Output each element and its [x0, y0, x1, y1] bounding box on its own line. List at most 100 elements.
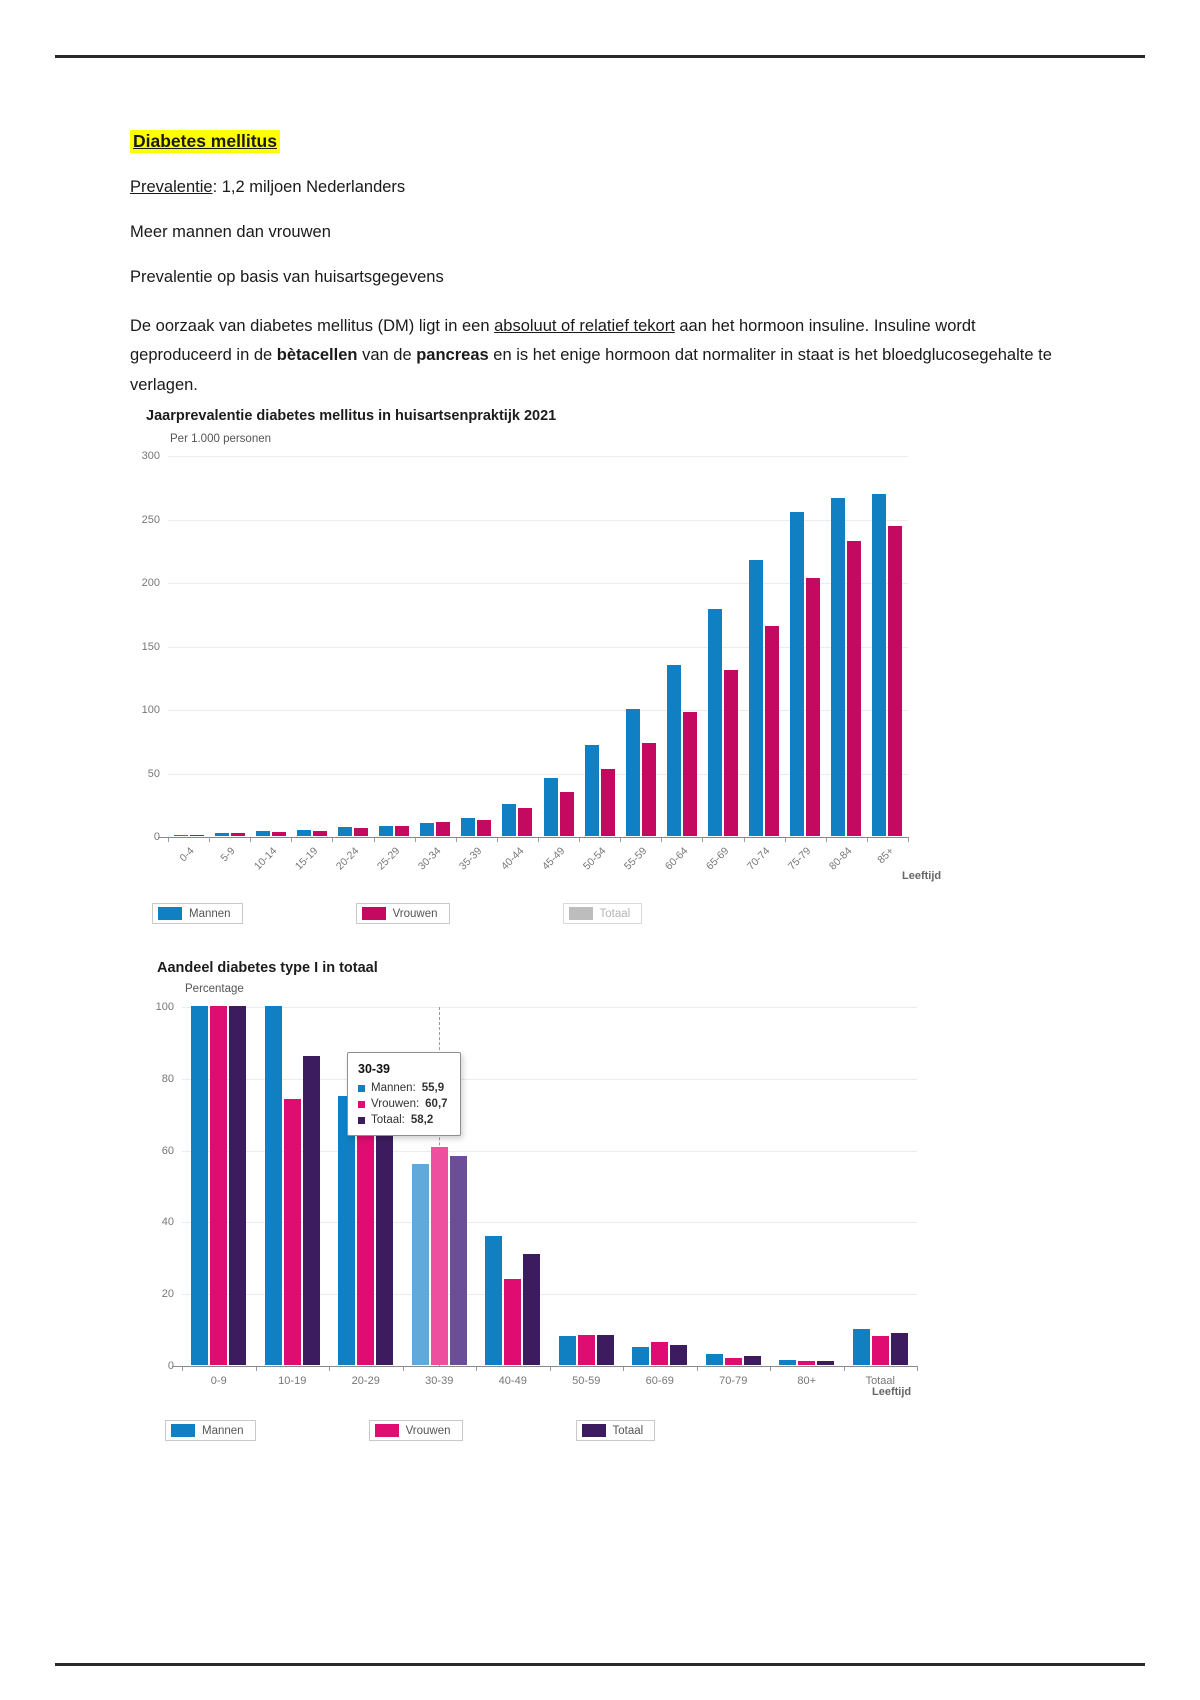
bar-mannen-Totaal[interactable]: [852, 1329, 870, 1365]
bar-vrouwen-5-9[interactable]: [230, 833, 245, 836]
bar-group-20-24: [332, 455, 373, 836]
bar-mannen-70-79[interactable]: [705, 1354, 723, 1365]
gridline: [168, 583, 908, 584]
bar-totaal-20-29[interactable]: [376, 1102, 394, 1365]
legend-item-totaal[interactable]: Totaal: [575, 1420, 656, 1441]
bar-mannen-80+[interactable]: [779, 1359, 797, 1365]
legend-item-totaal[interactable]: Totaal: [562, 903, 643, 924]
bar-vrouwen-0-4[interactable]: [189, 835, 204, 836]
bar-vrouwen-50-59[interactable]: [577, 1334, 595, 1365]
bar-totaal-80+[interactable]: [817, 1361, 835, 1365]
gridline: [168, 710, 908, 711]
y-tick-label: 20: [161, 1288, 174, 1301]
bar-mannen-25-29[interactable]: [379, 825, 394, 836]
x-category-label-text: 70-74: [745, 845, 773, 873]
legend-item-vrouwen[interactable]: Vrouwen: [355, 903, 450, 924]
x-category-label-text: 55-59: [621, 845, 650, 873]
bar-vrouwen-20-24[interactable]: [353, 828, 368, 836]
bar-vrouwen-70-74[interactable]: [765, 626, 780, 836]
bar-mannen-0-4[interactable]: [173, 835, 188, 836]
bar-vrouwen-20-29[interactable]: [357, 1106, 375, 1365]
bar-mannen-40-49[interactable]: [485, 1235, 503, 1365]
bar-mannen-10-14[interactable]: [255, 830, 270, 836]
bar-totaal-10-19[interactable]: [302, 1056, 320, 1365]
bar-vrouwen-50-54[interactable]: [600, 768, 615, 836]
bar-mannen-60-64[interactable]: [666, 664, 681, 836]
x-axis-tick: [843, 1366, 845, 1371]
bar-totaal-30-39[interactable]: [449, 1156, 467, 1365]
bar-vrouwen-80+[interactable]: [798, 1361, 816, 1365]
bar-vrouwen-60-64[interactable]: [682, 711, 697, 836]
bar-vrouwen-10-14[interactable]: [271, 832, 286, 836]
bar-vrouwen-25-29[interactable]: [395, 825, 410, 836]
bar-totaal-50-59[interactable]: [596, 1334, 614, 1365]
bar-vrouwen-Totaal[interactable]: [871, 1336, 889, 1365]
bar-vrouwen-30-34[interactable]: [436, 822, 451, 836]
bar-mannen-50-54[interactable]: [584, 744, 599, 836]
bar-vrouwen-80-84[interactable]: [847, 541, 862, 836]
x-axis-tick: [476, 1366, 477, 1371]
bar-vrouwen-55-59[interactable]: [641, 743, 656, 836]
bar-mannen-30-34[interactable]: [420, 823, 435, 836]
legend-item-vrouwen[interactable]: Vrouwen: [368, 1420, 463, 1441]
x-axis-tick: [620, 837, 622, 842]
x-category-label-text: 50-54: [580, 845, 609, 873]
x-axis-line: [172, 1366, 917, 1367]
bar-vrouwen-40-49[interactable]: [504, 1278, 522, 1365]
bar-mannen-45-49[interactable]: [543, 777, 558, 836]
bar-mannen-50-59[interactable]: [558, 1336, 576, 1365]
bar-mannen-60-69[interactable]: [632, 1347, 650, 1365]
bar-group-50-59: [550, 1006, 624, 1365]
bar-vrouwen-85+[interactable]: [888, 526, 903, 836]
bar-mannen-20-29[interactable]: [338, 1095, 356, 1365]
bar-vrouwen-60-69[interactable]: [651, 1341, 669, 1365]
bar-mannen-70-74[interactable]: [749, 560, 764, 836]
bar-vrouwen-70-79[interactable]: [724, 1357, 742, 1365]
bar-vrouwen-10-19[interactable]: [283, 1099, 301, 1365]
legend-item-mannen[interactable]: Mannen: [165, 1420, 256, 1441]
bar-vrouwen-30-39[interactable]: [430, 1147, 448, 1365]
bar-totaal-0-9[interactable]: [229, 1006, 247, 1365]
y-tick-label: 60: [161, 1144, 174, 1157]
bar-mannen-40-44[interactable]: [502, 804, 517, 836]
x-axis-tick: [291, 837, 293, 842]
bar-mannen-20-24[interactable]: [337, 827, 352, 836]
bar-group-80-84: [826, 455, 867, 836]
bar-totaal-70-79[interactable]: [743, 1356, 761, 1365]
paragraph-text: aan het hormoon insuline. Insuline wordt…: [130, 316, 976, 365]
x-category-label-text: 30-34: [416, 845, 444, 873]
bar-mannen-80-84[interactable]: [831, 498, 846, 836]
x-axis-tick: [402, 1366, 404, 1371]
bar-mannen-55-59[interactable]: [625, 709, 640, 836]
bar-mannen-5-9[interactable]: [214, 833, 229, 836]
bar-totaal-Totaal[interactable]: [890, 1332, 908, 1365]
gridline: [182, 1007, 917, 1008]
bar-vrouwen-15-19[interactable]: [312, 830, 327, 836]
paragraph-bold-pancreas: pancreas: [416, 346, 489, 365]
x-axis-tick: [414, 837, 416, 842]
bar-mannen-75-79[interactable]: [790, 512, 805, 836]
x-axis-tick: [373, 837, 375, 842]
bar-mannen-10-19[interactable]: [264, 1006, 282, 1365]
mannen-dot-icon: [358, 1084, 365, 1092]
bar-vrouwen-45-49[interactable]: [559, 791, 574, 836]
bar-group-50-54: [579, 455, 620, 836]
bar-vrouwen-40-44[interactable]: [518, 808, 533, 836]
bar-mannen-85+[interactable]: [872, 494, 887, 836]
gridline: [168, 773, 908, 775]
bar-vrouwen-0-9[interactable]: [210, 1006, 228, 1365]
bar-group-10-14: [250, 455, 291, 836]
bar-mannen-35-39[interactable]: [461, 818, 476, 836]
bar-mannen-0-9[interactable]: [191, 1006, 209, 1365]
bar-mannen-65-69[interactable]: [707, 608, 722, 836]
tooltip-row-totaal: Totaal: 58,2: [358, 1114, 448, 1126]
bar-vrouwen-35-39[interactable]: [477, 819, 492, 836]
chart-title: Aandeel diabetes type I in totaal: [157, 960, 378, 976]
legend-item-mannen[interactable]: Mannen: [152, 903, 243, 924]
bar-totaal-40-49[interactable]: [523, 1253, 541, 1365]
bar-mannen-15-19[interactable]: [296, 829, 311, 836]
bar-vrouwen-65-69[interactable]: [723, 669, 738, 836]
bar-totaal-60-69[interactable]: [670, 1345, 688, 1365]
bar-vrouwen-75-79[interactable]: [806, 578, 821, 836]
bar-mannen-30-39[interactable]: [411, 1164, 429, 1365]
